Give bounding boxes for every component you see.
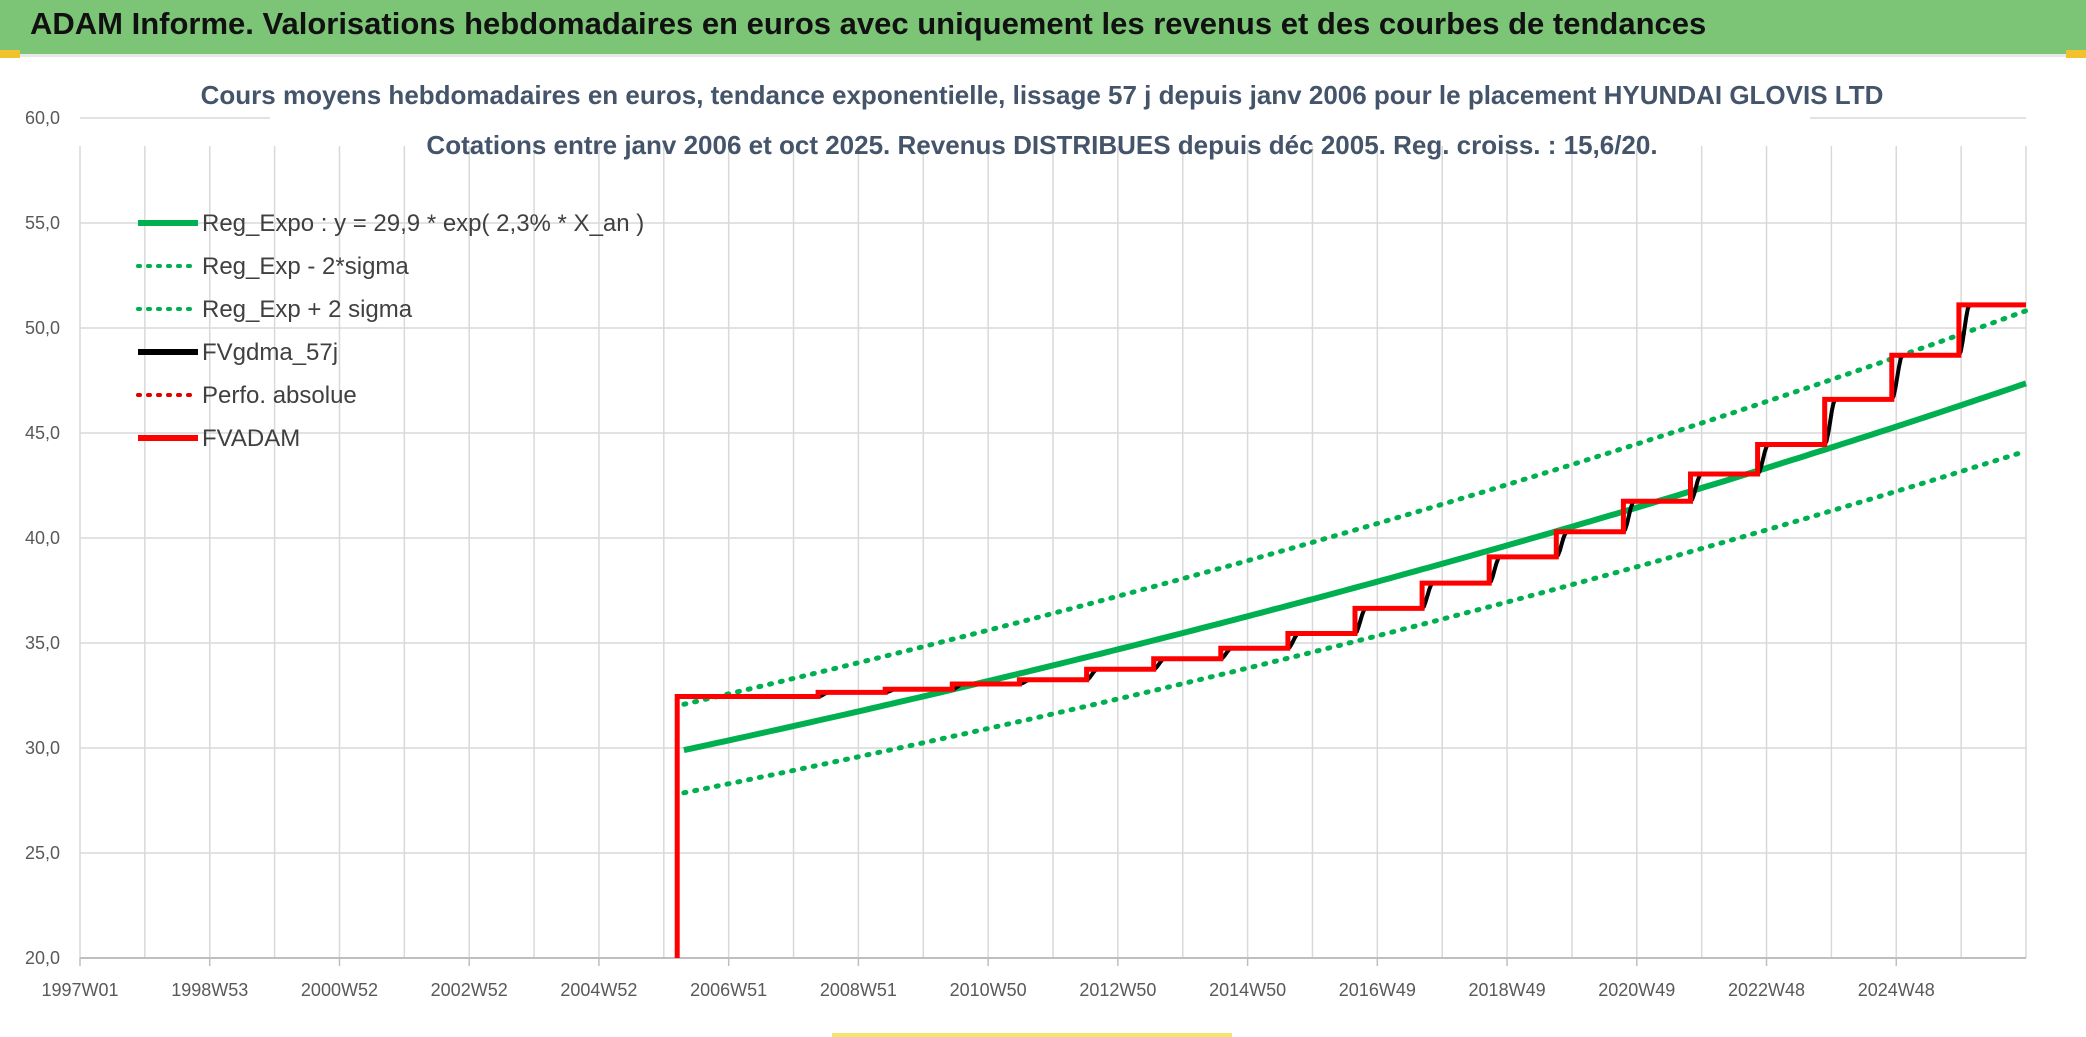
- x-tick-label: 1997W01: [41, 980, 118, 1000]
- y-tick-label: 50,0: [25, 318, 60, 338]
- x-tick-label: 2002W52: [431, 980, 508, 1000]
- chart-legend: Reg_Expo : y = 29,9 * exp( 2,3% * X_an )…: [136, 210, 644, 452]
- y-axis: 20,0 25,0 30,0 35,0 40,0 45,0 50,0 55,0 60,0: [25, 108, 60, 968]
- legend-label: Perfo. absolue: [202, 382, 357, 409]
- x-tick-label: 2006W51: [690, 980, 767, 1000]
- chart-titles: Cours moyens hebdomadaires en euros, ten…: [201, 62, 1884, 160]
- x-tick-label: 2012W50: [1079, 980, 1156, 1000]
- x-tick-label: 1998W53: [171, 980, 248, 1000]
- y-tick-label: 20,0: [25, 948, 60, 968]
- x-axis: 1997W01 1998W53 2000W52 2002W52 2004W52 2006W…: [41, 957, 2026, 1000]
- bottom-accent: [832, 1033, 1232, 1037]
- chart-subtitle: Cotations entre janv 2006 et oct 2025. R…: [426, 130, 1657, 160]
- legend-label: Reg_Exp - 2*sigma: [202, 253, 409, 280]
- corner-accent-right: [2066, 50, 2086, 59]
- corner-accent-left: [0, 50, 20, 59]
- x-tick-label: 2010W50: [950, 980, 1027, 1000]
- reg-minus-2sigma-line: [681, 448, 2029, 796]
- legend-label: Reg_Expo : y = 29,9 * exp( 2,3% * X_an ): [202, 210, 644, 237]
- x-tick-label: 2022W48: [1728, 980, 1805, 1000]
- y-tick-label: 45,0: [25, 423, 60, 443]
- x-tick-label: 2016W49: [1339, 980, 1416, 1000]
- report-title: ADAM Informe. Valorisations hebdomadaire…: [30, 6, 1707, 41]
- chart-background: [0, 58, 2086, 1034]
- y-tick-label: 55,0: [25, 213, 60, 233]
- legend-label: FVgdma_57j: [202, 339, 338, 366]
- x-tick-label: 2004W52: [560, 980, 637, 1000]
- x-tick-label: 2020W49: [1598, 980, 1675, 1000]
- chart-title: Cours moyens hebdomadaires en euros, ten…: [201, 80, 1884, 110]
- chart-series: [674, 302, 2029, 958]
- chart-grid: [79, 117, 2027, 959]
- x-tick-label: 2014W50: [1209, 980, 1286, 1000]
- y-tick-label: 35,0: [25, 633, 60, 653]
- y-tick-label: 60,0: [25, 108, 60, 128]
- legend-label: Reg_Exp + 2 sigma: [202, 296, 413, 323]
- header-banner: ADAM Informe. Valorisations hebdomadaire…: [0, 0, 2086, 57]
- x-tick-label: 2000W52: [301, 980, 378, 1000]
- fvadam-line: [674, 302, 2026, 958]
- reg-expo-line: [683, 380, 2027, 754]
- x-tick-label: 2024W48: [1858, 980, 1935, 1000]
- reg-plus-2sigma-line: [681, 308, 2029, 707]
- x-tick-label: 2008W51: [820, 980, 897, 1000]
- y-tick-label: 40,0: [25, 528, 60, 548]
- y-tick-label: 25,0: [25, 843, 60, 863]
- x-tick-label: 2018W49: [1469, 980, 1546, 1000]
- y-tick-label: 30,0: [25, 738, 60, 758]
- legend-label: FVADAM: [202, 425, 300, 452]
- title-background: [270, 62, 1810, 126]
- chart-area: 20,0 25,0 30,0 35,0 40,0 45,0 50,0 55,0 60,0 199…: [0, 58, 2086, 1034]
